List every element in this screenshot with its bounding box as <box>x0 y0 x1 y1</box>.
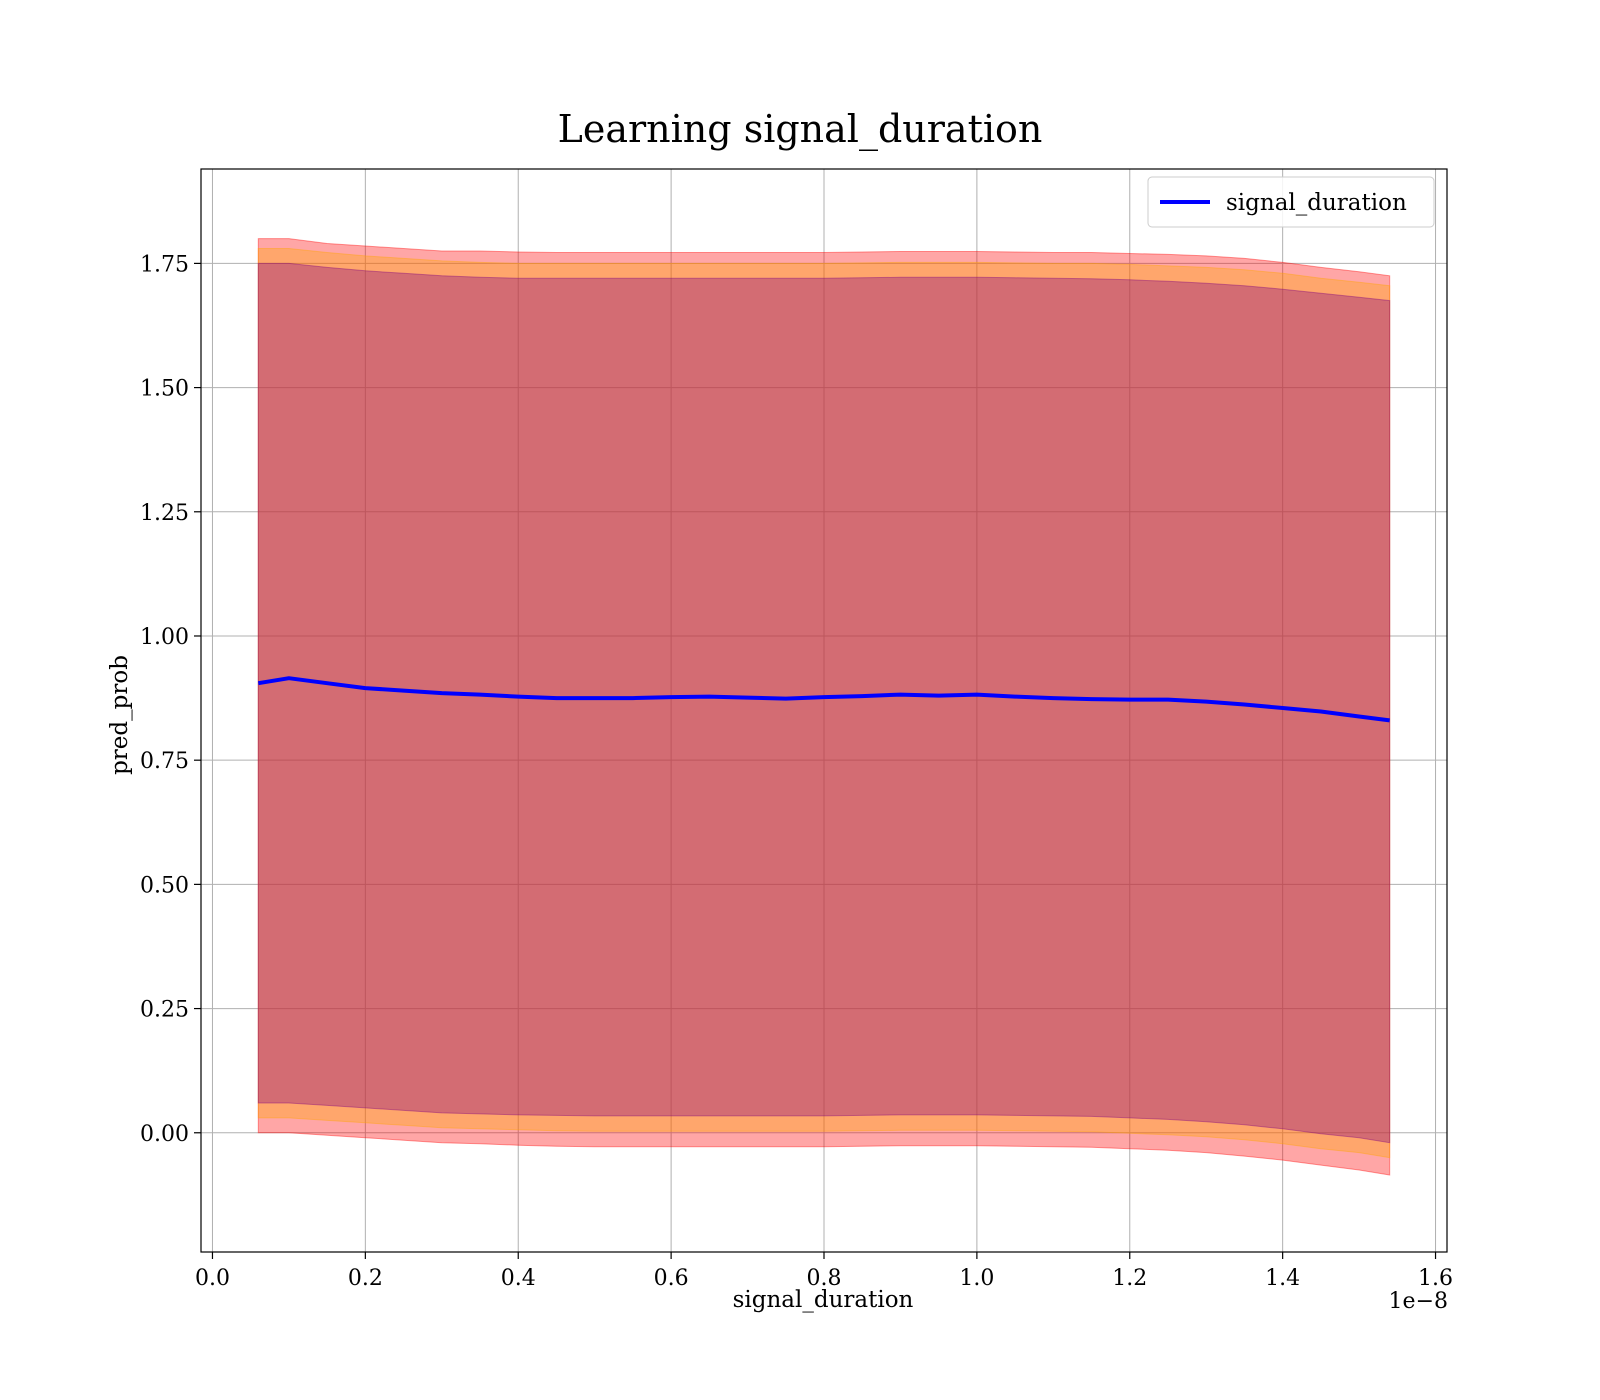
y-tick-label: 0.25 <box>140 998 189 1023</box>
x-tick-label: 1.4 <box>1265 1266 1300 1291</box>
confidence-band-1 <box>257 238 1391 1176</box>
chart-title: Learning signal_duration <box>558 107 1043 152</box>
legend-box <box>1147 176 1435 228</box>
x-tick-label: 0.6 <box>654 1266 689 1291</box>
x-tick-label: 1.2 <box>1112 1266 1147 1291</box>
plot-area <box>200 168 1448 1253</box>
y-axis-label: pred_prob <box>107 655 133 775</box>
y-tick-label: 1.25 <box>140 501 189 526</box>
x-axis-offset-text: 1e−8 <box>1389 1289 1448 1314</box>
y-tick-label: 0.50 <box>140 873 189 898</box>
confidence-bands <box>257 238 1391 1176</box>
x-tick-label: 0.0 <box>195 1266 230 1291</box>
x-tick-label: 0.2 <box>348 1266 383 1291</box>
confidence-band-3 <box>257 262 1391 1144</box>
y-tick-label: 0.00 <box>140 1122 189 1147</box>
legend[interactable]: signal_duration <box>1147 176 1435 228</box>
x-tick-label: 1.6 <box>1418 1266 1453 1291</box>
series-line-signal-duration <box>257 676 1390 723</box>
y-tick-label: 0.75 <box>140 749 189 774</box>
x-axis-label: signal_duration <box>733 1287 914 1313</box>
grid <box>201 169 1447 1252</box>
y-tick-label: 1.00 <box>140 625 189 650</box>
confidence-band-2 <box>257 248 1391 1159</box>
y-tick-label: 1.75 <box>140 252 189 277</box>
y-tick-label: 1.50 <box>140 377 189 402</box>
x-tick-label: 1.0 <box>959 1266 994 1291</box>
x-tick-label: 0.8 <box>807 1266 842 1291</box>
y-axis-ticks: 0.00 0.25 0.50 0.75 1.00 1.25 1.50 1.75 <box>140 252 201 1147</box>
series-lines <box>257 676 1390 723</box>
x-tick-label: 0.4 <box>501 1266 536 1291</box>
legend-label-signal-duration: signal_duration <box>1226 190 1407 216</box>
x-axis-ticks: 0.0 0.2 0.4 0.6 0.8 1.0 1.2 1.4 1.6 <box>195 1252 1453 1291</box>
